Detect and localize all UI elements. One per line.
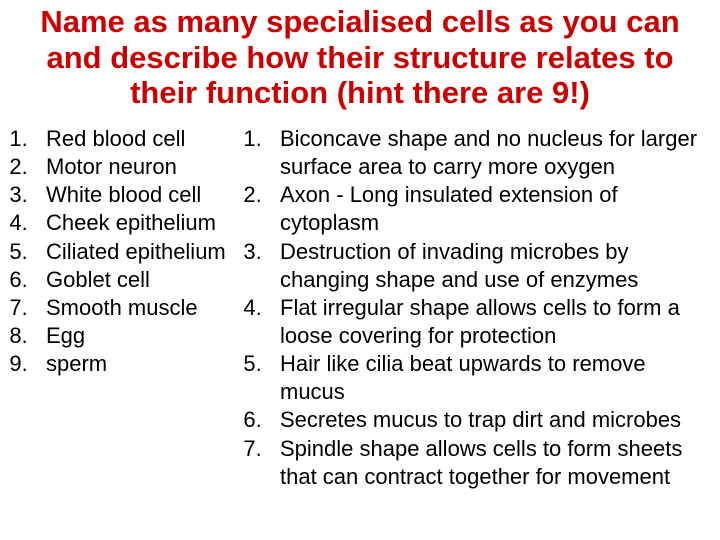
list-item: Secretes mucus to trap dirt and microbes	[274, 406, 710, 434]
list-item: Cheek epithelium	[40, 209, 240, 237]
descriptions-column: Biconcave shape and no nucleus for large…	[244, 125, 710, 491]
list-item: White blood cell	[40, 181, 240, 209]
list-item: Hair like cilia beat upwards to remove m…	[274, 350, 710, 406]
list-item: Flat irregular shape allows cells to for…	[274, 294, 710, 350]
cells-column: Red blood cell Motor neuron White blood …	[10, 125, 240, 491]
list-item: Ciliated epithelium	[40, 238, 240, 266]
descriptions-list: Biconcave shape and no nucleus for large…	[244, 125, 710, 491]
list-item: Egg	[40, 322, 240, 350]
content-columns: Red blood cell Motor neuron White blood …	[10, 125, 710, 491]
list-item: sperm	[40, 350, 240, 378]
list-item: Smooth muscle	[40, 294, 240, 322]
list-item: Red blood cell	[40, 125, 240, 153]
list-item: Biconcave shape and no nucleus for large…	[274, 125, 710, 181]
list-item: Goblet cell	[40, 266, 240, 294]
list-item: Spindle shape allows cells to form sheet…	[274, 435, 710, 491]
list-item: Motor neuron	[40, 153, 240, 181]
list-item: Destruction of invading microbes by chan…	[274, 238, 710, 294]
cells-list: Red blood cell Motor neuron White blood …	[10, 125, 240, 378]
list-item: Axon - Long insulated extension of cytop…	[274, 181, 710, 237]
page-title: Name as many specialised cells as you ca…	[10, 4, 710, 111]
